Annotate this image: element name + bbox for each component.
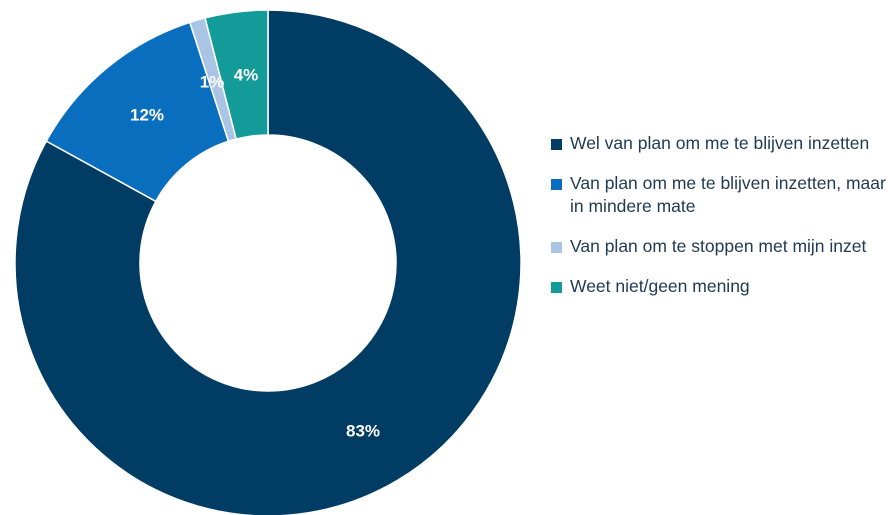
legend-item-mindere-mate: Van plan om me te blijven inzetten, maar…: [551, 172, 891, 218]
legend: Wel van plan om me te blijven inzetten V…: [551, 132, 891, 315]
legend-swatch: [551, 139, 562, 150]
legend-label: Van plan om te stoppen met mijn inzet: [570, 236, 867, 256]
donut-chart: 83% 12% 1% 4%: [14, 9, 522, 515]
legend-swatch: [551, 282, 562, 293]
legend-label: Weet niet/geen mening: [570, 276, 750, 296]
slice-value-label: 4%: [234, 65, 259, 84]
donut-slice: [14, 9, 522, 515]
legend-item-weet-niet: Weet niet/geen mening: [551, 275, 891, 298]
slice-value-label: 83%: [346, 421, 380, 440]
legend-swatch: [551, 242, 562, 253]
slice-value-label: 1%: [200, 72, 225, 91]
legend-item-wel-van-plan: Wel van plan om me te blijven inzetten: [551, 132, 891, 155]
slice-value-label: 12%: [130, 105, 164, 124]
legend-label: Van plan om me te blijven inzetten, maar…: [570, 173, 886, 216]
donut-slice: [204, 9, 269, 140]
legend-item-stoppen: Van plan om te stoppen met mijn inzet: [551, 235, 891, 258]
legend-swatch: [551, 179, 562, 190]
legend-label: Wel van plan om me te blijven inzetten: [570, 133, 870, 153]
